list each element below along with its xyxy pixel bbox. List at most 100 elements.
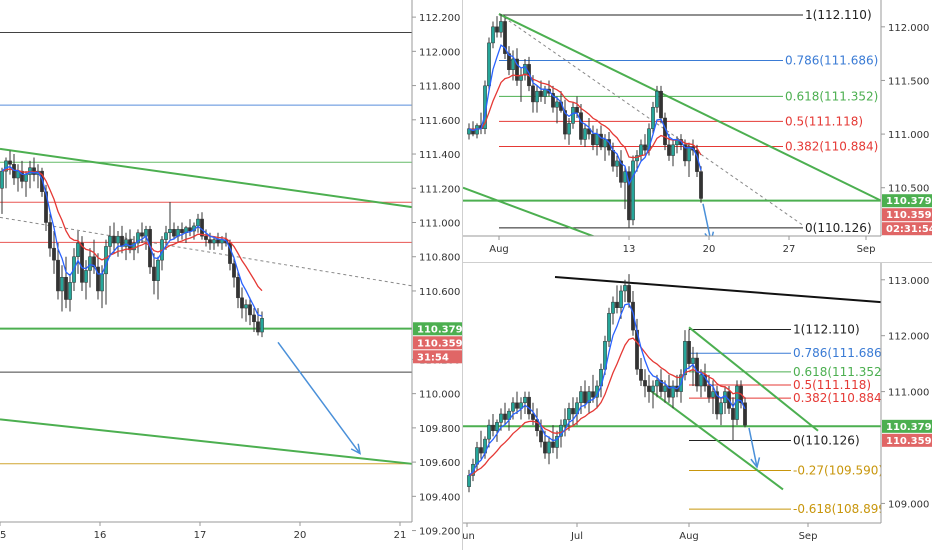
y-tick-label: 112.000	[888, 332, 929, 343]
chart-bottom-right[interactable]: 1(112.110) 0.786(111.686) 0.618(111.352) 0.…	[463, 263, 932, 550]
y-tick-label: 113.000	[888, 276, 929, 287]
y-tick-label: 111.200	[419, 184, 460, 195]
y-tick-label: 112.000	[888, 23, 929, 34]
x-tick-label: 27	[783, 244, 796, 255]
candle-body	[683, 341, 687, 376]
y-tick-label: 109.600	[419, 458, 460, 469]
channel-line	[463, 186, 614, 245]
fib-level-label: 0.5(111.118)	[793, 378, 871, 392]
projection-arrow-head	[350, 443, 362, 455]
ma-fast-line	[468, 303, 746, 476]
chart-top-right-svg[interactable]: 1(112.110) 0.786(111.686) 0.618(111.352) 0.…	[463, 0, 932, 262]
candle-body	[627, 285, 631, 303]
channel-line	[0, 147, 413, 209]
candle-body	[743, 402, 747, 426]
candle-body	[140, 232, 144, 237]
candle-body	[491, 26, 495, 44]
candle-body	[607, 313, 611, 342]
price-tag-label: 110.359	[886, 210, 932, 221]
candle-body	[659, 380, 663, 392]
ma-slow-line	[1, 168, 263, 292]
fib-level-label: 0.618(111.352)	[793, 365, 886, 379]
candle-body	[499, 413, 503, 423]
candle-body	[691, 357, 695, 364]
price-tag	[882, 208, 932, 222]
channel-line	[554, 275, 882, 304]
candle-body	[671, 385, 675, 398]
candle-body	[563, 419, 567, 426]
y-tick-label: 112.200	[419, 13, 460, 24]
candle-body	[663, 385, 667, 392]
fib-level-label: 0(110.126)	[793, 433, 860, 447]
candle-body	[196, 218, 200, 227]
pane-divider-horizontal[interactable]	[462, 262, 932, 263]
fib-level-label: -0.27(109.590)	[793, 463, 883, 477]
candle-body	[40, 170, 44, 192]
candle-body	[591, 391, 595, 398]
candle-body	[667, 144, 671, 156]
projection-arrow	[748, 427, 758, 468]
fib-level-label: 0.382(110.884)	[793, 391, 886, 405]
candle-body	[88, 256, 92, 271]
chart-left[interactable]: 112.200 112.000 111.800 111.600 111.400 111.2…	[0, 0, 462, 550]
countdown-tag	[413, 350, 462, 364]
chart-bottom-right-svg[interactable]: 1(112.110)0.786(111.686)0.618(111.352)0.…	[463, 263, 932, 550]
x-tick-label: 13	[623, 244, 636, 255]
candle-body	[92, 256, 96, 268]
candle-body	[539, 90, 543, 97]
candle-body	[615, 301, 619, 308]
projection-arrow	[277, 341, 361, 454]
candle-body	[487, 42, 491, 87]
candle-body	[635, 155, 639, 162]
candle-body	[511, 58, 515, 70]
channel-line	[688, 326, 819, 432]
y-tick-label: 111.400	[419, 150, 460, 161]
price-tag-label: 110.379	[417, 324, 462, 335]
candle-body	[571, 408, 575, 415]
x-tick-label: Jul	[570, 531, 583, 542]
chart-left-svg[interactable]: 112.200 112.000 111.800 111.600 111.400 111.2…	[0, 0, 462, 550]
candle-body	[136, 232, 140, 244]
pane-divider-vertical[interactable]	[462, 0, 463, 550]
ma-fast-line	[1, 165, 263, 317]
x-tick-label: Jun	[463, 531, 475, 542]
candle-body	[531, 85, 535, 103]
ma-slow-line	[468, 73, 702, 159]
candle-body	[216, 239, 220, 244]
candle-body	[643, 380, 647, 387]
candle-body	[611, 301, 615, 314]
chart-top-right[interactable]: 1(112.110) 0.786(111.686) 0.618(111.352) 0.…	[463, 0, 932, 262]
candle-body	[719, 402, 723, 415]
candle-body	[535, 90, 539, 103]
countdown-label: 31:54	[417, 352, 449, 363]
x-tick-label: 20	[703, 244, 716, 255]
candle-body	[567, 408, 571, 420]
fib-level-label: -0.618(108.899)	[793, 502, 891, 516]
candle-body	[579, 112, 583, 140]
price-tag	[882, 194, 932, 208]
y-tick-label: 109.400	[419, 492, 460, 503]
candle-body	[551, 93, 555, 108]
candle-body	[579, 391, 583, 404]
candle-body	[667, 385, 671, 398]
candle-body	[631, 160, 635, 221]
y-tick-label: 111.800	[419, 82, 460, 93]
candle-body	[523, 396, 527, 404]
time-axis	[0, 522, 462, 550]
candle-body	[475, 447, 479, 465]
y-tick-label: 110.500	[888, 184, 929, 195]
price-tag-label: 110.379	[886, 422, 932, 433]
candle-body	[631, 301, 635, 331]
candle-body	[48, 222, 52, 249]
channel-line	[498, 13, 882, 202]
candle-body	[571, 107, 575, 124]
fib-level-label: 1(112.110)	[793, 323, 860, 337]
candle-body	[100, 273, 104, 292]
candle-body	[671, 144, 675, 156]
x-tick-label: Aug	[679, 531, 699, 542]
candle-body	[583, 391, 587, 404]
price-tag-label: 110.379	[886, 196, 932, 207]
candle-body	[168, 229, 172, 234]
candle-body	[599, 133, 603, 148]
candle-body	[471, 128, 475, 135]
